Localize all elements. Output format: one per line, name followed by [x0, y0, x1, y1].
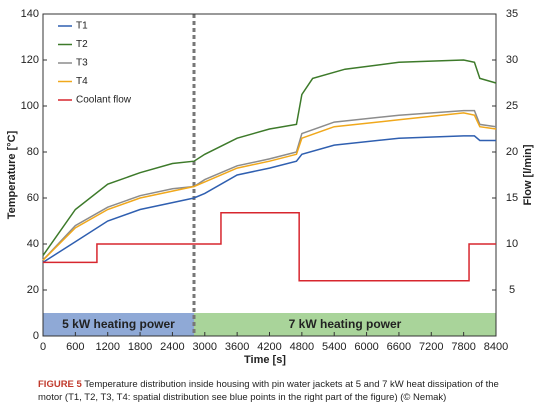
- y-tick-label: 100: [21, 100, 39, 112]
- phase-label: 5 kW heating power: [62, 317, 175, 331]
- x-tick-label: 3000: [193, 341, 217, 353]
- x-tick-label: 4200: [257, 341, 281, 353]
- y2-axis-label: Flow [l/min]: [522, 144, 534, 205]
- y-tick-label: 60: [27, 192, 39, 204]
- x-tick-label: 5400: [322, 341, 346, 353]
- x-tick-label: 7800: [451, 341, 475, 353]
- y-axis-label: Temperature [°C]: [6, 130, 18, 219]
- y-tick-label: 40: [27, 238, 39, 250]
- legend-label: T4: [76, 76, 88, 87]
- caption-label: FIGURE 5: [38, 379, 82, 390]
- legend-label: T1: [76, 21, 88, 32]
- y-tick-label: 140: [21, 8, 39, 20]
- x-axis-label: Time [s]: [244, 354, 286, 366]
- x-tick-label: 6000: [354, 341, 378, 353]
- x-tick-label: 1200: [95, 341, 119, 353]
- caption-text: Temperature distribution inside housing …: [38, 379, 499, 403]
- phase-band: [194, 313, 496, 336]
- y2-tick-label: 15: [506, 192, 518, 204]
- y-tick-label: 80: [27, 146, 39, 158]
- y-tick-label: 20: [27, 284, 39, 296]
- y2-tick-label: 30: [506, 54, 518, 66]
- series-line: [42, 135, 496, 264]
- x-tick-label: 8400: [484, 341, 508, 353]
- y2-tick-label: 5: [509, 284, 515, 296]
- y2-tick-label: 10: [506, 238, 518, 250]
- y-tick-label: 0: [33, 330, 39, 342]
- phase-label: 7 kW heating power: [289, 317, 402, 331]
- legend-label: T3: [76, 58, 88, 69]
- x-tick-label: 1800: [128, 341, 152, 353]
- x-tick-label: 4800: [290, 341, 314, 353]
- series-line: [43, 211, 496, 282]
- x-tick-label: 7200: [419, 341, 443, 353]
- series-line: [42, 109, 497, 261]
- series-line: [42, 59, 497, 256]
- series-line: [42, 112, 497, 261]
- y2-tick-label: 35: [506, 8, 518, 20]
- x-tick-label: 3600: [225, 341, 249, 353]
- phase-band: [43, 313, 194, 336]
- x-tick-label: 6600: [387, 341, 411, 353]
- legend-label: Coolant flow: [76, 95, 132, 106]
- caption: FIGURE 5 Temperature distribution inside…: [38, 378, 508, 404]
- y2-tick-label: 20: [506, 146, 518, 158]
- x-tick-label: 0: [40, 341, 46, 353]
- y2-tick-label: 25: [506, 100, 518, 112]
- legend-label: T2: [76, 39, 88, 50]
- y-tick-label: 120: [21, 54, 39, 66]
- x-tick-label: 600: [66, 341, 84, 353]
- plot-frame: [42, 13, 497, 337]
- x-tick-label: 2400: [160, 341, 184, 353]
